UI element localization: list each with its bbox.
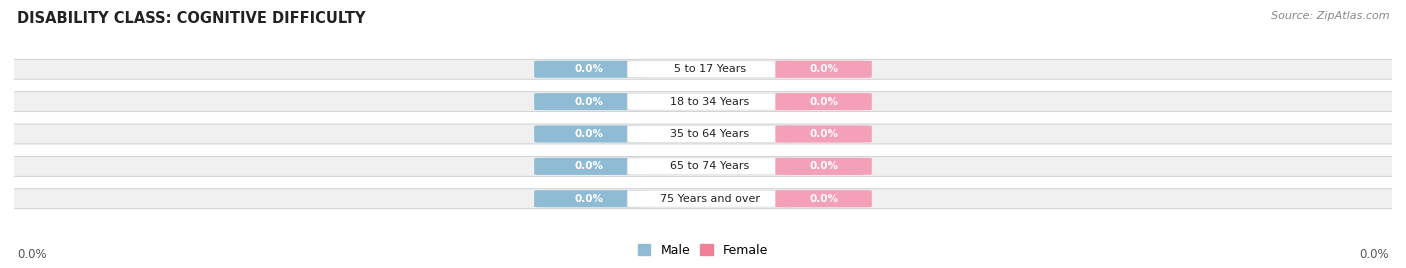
Text: 65 to 74 Years: 65 to 74 Years xyxy=(671,161,749,171)
FancyBboxPatch shape xyxy=(775,190,872,207)
FancyBboxPatch shape xyxy=(627,158,793,175)
FancyBboxPatch shape xyxy=(534,190,644,207)
Text: 0.0%: 0.0% xyxy=(808,161,838,171)
FancyBboxPatch shape xyxy=(6,92,1400,111)
Text: 0.0%: 0.0% xyxy=(17,248,46,261)
FancyBboxPatch shape xyxy=(775,158,872,175)
FancyBboxPatch shape xyxy=(534,158,644,175)
FancyBboxPatch shape xyxy=(775,125,872,143)
Text: 35 to 64 Years: 35 to 64 Years xyxy=(671,129,749,139)
FancyBboxPatch shape xyxy=(627,126,793,142)
Text: 0.0%: 0.0% xyxy=(808,194,838,204)
Text: DISABILITY CLASS: COGNITIVE DIFFICULTY: DISABILITY CLASS: COGNITIVE DIFFICULTY xyxy=(17,11,366,26)
FancyBboxPatch shape xyxy=(775,61,872,78)
FancyBboxPatch shape xyxy=(6,157,1400,176)
FancyBboxPatch shape xyxy=(534,93,644,110)
Text: 0.0%: 0.0% xyxy=(575,64,603,74)
Text: 0.0%: 0.0% xyxy=(575,194,603,204)
Text: 0.0%: 0.0% xyxy=(808,64,838,74)
FancyBboxPatch shape xyxy=(534,61,644,78)
Text: Source: ZipAtlas.com: Source: ZipAtlas.com xyxy=(1271,11,1389,21)
Text: 75 Years and over: 75 Years and over xyxy=(659,194,759,204)
Text: 18 to 34 Years: 18 to 34 Years xyxy=(671,97,749,107)
Text: 0.0%: 0.0% xyxy=(1360,248,1389,261)
Text: 5 to 17 Years: 5 to 17 Years xyxy=(673,64,747,74)
Legend: Male, Female: Male, Female xyxy=(633,239,773,262)
Text: 0.0%: 0.0% xyxy=(575,129,603,139)
FancyBboxPatch shape xyxy=(6,189,1400,209)
FancyBboxPatch shape xyxy=(6,124,1400,144)
FancyBboxPatch shape xyxy=(6,59,1400,79)
Text: 0.0%: 0.0% xyxy=(575,161,603,171)
FancyBboxPatch shape xyxy=(627,190,793,207)
Text: 0.0%: 0.0% xyxy=(808,129,838,139)
FancyBboxPatch shape xyxy=(627,61,793,78)
Text: 0.0%: 0.0% xyxy=(808,97,838,107)
FancyBboxPatch shape xyxy=(775,93,872,110)
Text: 0.0%: 0.0% xyxy=(575,97,603,107)
FancyBboxPatch shape xyxy=(534,125,644,143)
FancyBboxPatch shape xyxy=(627,93,793,110)
